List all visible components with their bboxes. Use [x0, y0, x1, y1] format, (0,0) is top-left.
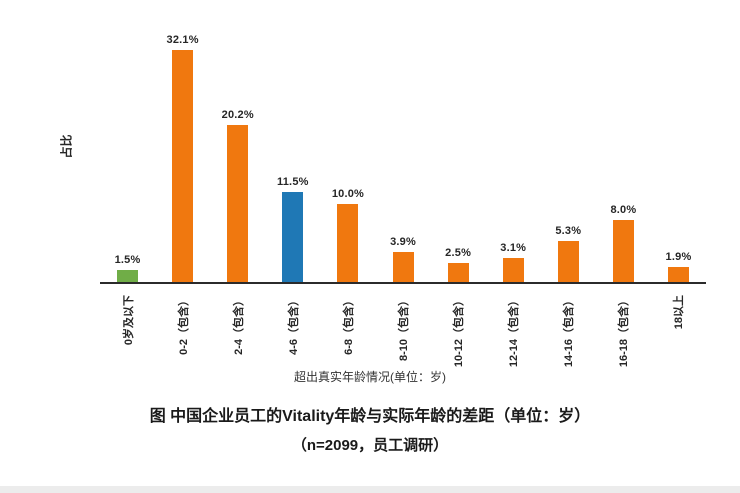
bar-value-label: 2.5% — [445, 247, 472, 259]
bar-value-label: 8.0% — [610, 204, 637, 216]
bar-value-label: 10.0% — [331, 188, 365, 200]
plot-area: 1.5% 32.1% 20.2% 11.5% 10.0% 3.9% 2.5% 3.1% 5.3%… — [100, 34, 706, 284]
bottom-divider — [0, 486, 740, 493]
bar — [172, 50, 194, 282]
bar — [392, 252, 414, 282]
x-axis-title: 超出真实年龄情况(单位：岁) — [294, 370, 446, 384]
bar-column: 2.5% — [431, 34, 486, 282]
bar — [117, 270, 139, 282]
bar-column: 10.0% — [320, 34, 375, 282]
bar-column: 1.9% — [651, 34, 706, 282]
bar — [667, 267, 689, 282]
bar-value-label: 32.1% — [166, 34, 199, 46]
chart-subtitle: （n=2099，员工调研） — [291, 437, 449, 454]
bar-value-label: 1.5% — [114, 254, 141, 266]
bar-column: 5.3% — [541, 34, 596, 282]
bar-value-label: 11.5% — [277, 176, 309, 188]
bar — [227, 125, 249, 282]
bar-value-label: 5.3% — [555, 225, 582, 237]
bar — [282, 192, 304, 282]
bar-column: 20.2% — [210, 34, 265, 282]
bar — [557, 241, 579, 282]
y-axis-label: 占比 — [59, 134, 74, 159]
bar — [447, 263, 469, 282]
bar-value-label: 3.1% — [500, 242, 527, 254]
bar-column: 3.1% — [486, 34, 541, 282]
chart-title: 图 中国企业员工的Vitality年龄与实际年龄的差距（单位：岁） — [149, 408, 591, 425]
bar-value-label: 1.9% — [665, 251, 692, 263]
bar-column: 11.5% — [265, 34, 320, 282]
bar-value-label: 20.2% — [221, 109, 254, 121]
bar-column: 3.9% — [375, 34, 430, 282]
bar-value-label: 3.9% — [390, 236, 416, 248]
bar-column: 1.5% — [100, 34, 155, 282]
bar-column: 8.0% — [596, 34, 651, 282]
bar-column: 32.1% — [155, 34, 210, 282]
bar — [337, 204, 359, 282]
bar — [502, 258, 524, 282]
bar — [612, 220, 634, 282]
